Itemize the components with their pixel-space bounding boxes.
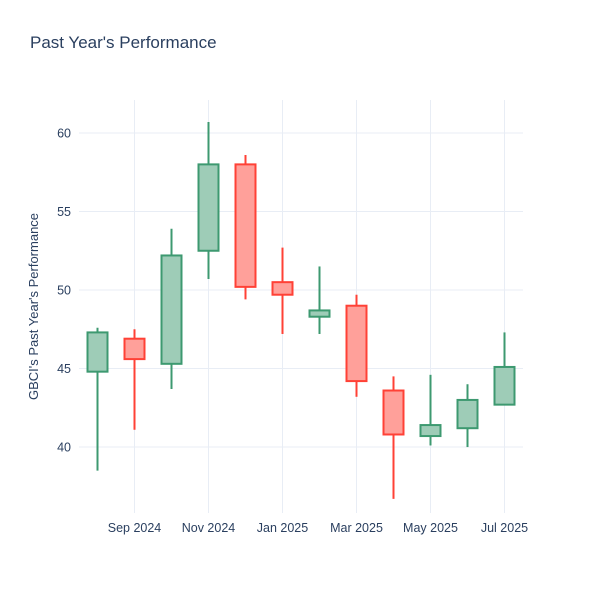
candle-apr-2025[interactable]: [382, 376, 405, 499]
candle-body: [234, 163, 257, 288]
candle-nov-2024[interactable]: [197, 121, 220, 280]
candle-mar-2025[interactable]: [345, 294, 368, 397]
candle-feb-2025[interactable]: [308, 266, 331, 334]
candle-sep-2024[interactable]: [123, 329, 146, 430]
x-tick-label: Jan 2025: [257, 521, 308, 535]
x-tick-label: Sep 2024: [108, 521, 162, 535]
x-tick-label: Nov 2024: [182, 521, 236, 535]
candle-body: [382, 389, 405, 436]
candle-jun-2025[interactable]: [456, 384, 479, 448]
candle-aug-2024[interactable]: [86, 327, 109, 471]
y-tick-label: 50: [57, 284, 71, 298]
y-tick-label: 45: [57, 362, 71, 376]
candle-body: [419, 424, 442, 438]
candle-body: [345, 304, 368, 383]
candle-dec-2024[interactable]: [234, 154, 257, 300]
candle-jan-2025[interactable]: [271, 247, 294, 334]
candle-body: [160, 254, 183, 365]
x-tick-label: Mar 2025: [330, 521, 383, 535]
candle-body: [123, 337, 146, 361]
candle-may-2025[interactable]: [419, 374, 442, 446]
candle-body: [86, 331, 109, 373]
x-tick-label: May 2025: [403, 521, 458, 535]
candle-body: [197, 163, 220, 252]
y-tick-label: 60: [57, 126, 71, 140]
x-tick-label: Jul 2025: [481, 521, 528, 535]
chart-title: Past Year's Performance: [30, 33, 217, 52]
y-axis-title: GBCI's Past Year's Performance: [26, 213, 41, 400]
candle-body: [456, 398, 479, 430]
candle-oct-2024[interactable]: [160, 228, 183, 389]
candle-body: [271, 281, 294, 296]
candle-jul-2025[interactable]: [493, 332, 516, 406]
candle-body: [308, 309, 331, 318]
y-tick-label: 55: [57, 205, 71, 219]
candle-body: [493, 365, 516, 406]
y-tick-label: 40: [57, 441, 71, 455]
